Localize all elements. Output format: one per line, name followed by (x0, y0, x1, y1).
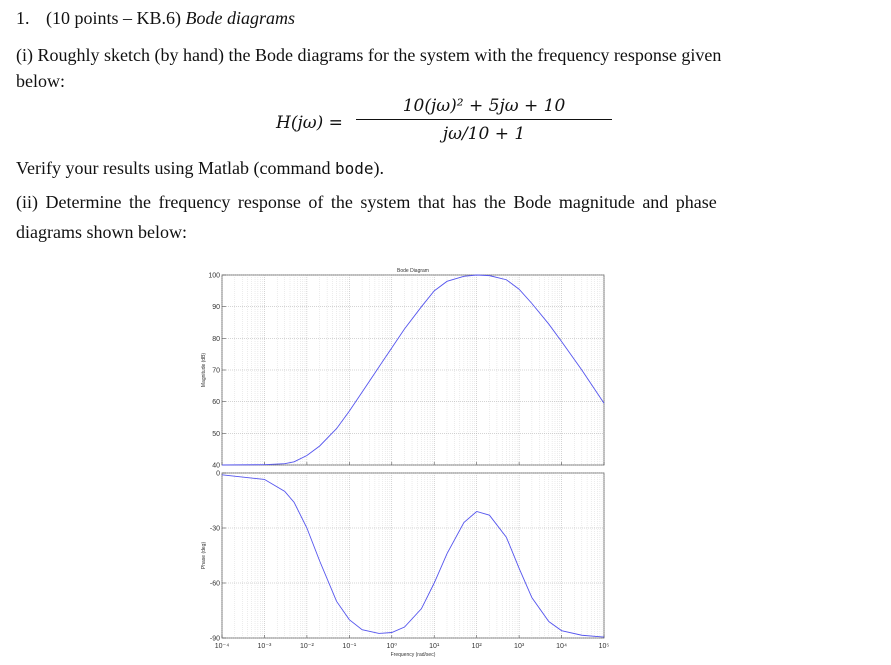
x-tick-label: 10¹ (429, 643, 440, 650)
problem-title: Bode diagrams (185, 8, 296, 28)
x-tick-label: 10⁴ (556, 643, 567, 650)
fraction-bar (356, 119, 612, 120)
x-tick-label: 10⁻³ (258, 643, 272, 650)
magnitude-y-tick-label: 60 (212, 399, 220, 406)
verify-instruction: Verify your results using Matlab (comman… (16, 157, 384, 180)
chart-title: Bode Diagram (397, 268, 429, 274)
x-axis-label: Frequency (rad/sec) (391, 652, 436, 658)
x-tick-label: 10⁵ (599, 643, 610, 650)
equation-numerator: 10(jω)² + 5jω + 10 (402, 96, 566, 116)
magnitude-axis-label: Magnitude (dB) (201, 353, 207, 388)
problem-points: (10 points – KB.6) (46, 8, 181, 28)
equation-lhs: H(jω) = (276, 113, 343, 133)
magnitude-y-tick-label: 100 (208, 273, 220, 280)
magnitude-y-tick-label: 90 (212, 304, 220, 311)
x-tick-label: 10⁻⁴ (215, 643, 230, 650)
part-i-text-line1: (i) Roughly sketch (by hand) the Bode di… (16, 45, 722, 65)
part-i-text-line2: below: (16, 71, 65, 91)
x-tick-label: 10² (472, 643, 483, 650)
phase-y-tick-label: -60 (210, 581, 220, 588)
equation-denominator: jω/10 + 1 (442, 124, 526, 144)
magnitude-y-tick-label: 50 (212, 431, 220, 438)
x-tick-label: 10³ (514, 643, 525, 650)
magnitude-y-tick-label: 40 (212, 463, 220, 470)
matlab-command: bode (334, 159, 374, 178)
x-tick-label: 10⁰ (386, 642, 397, 650)
part-ii-text-line1: (ii) Determine the frequency response of… (16, 192, 717, 212)
phase-y-tick-label: -90 (210, 636, 220, 643)
phase-y-tick-label: 0 (216, 471, 220, 478)
phase-y-tick-label: -30 (210, 526, 220, 533)
problem-number: 1. (16, 8, 30, 28)
bode-diagram: Bode Diagram Frequency (rad/sec) Magnitu… (201, 268, 610, 658)
phase-axes-box (221, 472, 605, 639)
x-tick-label: 10⁻² (300, 643, 314, 650)
equation-fraction: 10(jω)² + 5jω + 10 jω/10 + 1 (356, 96, 612, 144)
part-ii-text-line2: diagrams shown below: (16, 222, 187, 242)
x-tick-label: 10⁻¹ (342, 643, 356, 650)
magnitude-y-tick-label: 70 (212, 368, 220, 375)
problem-heading: 1. (10 points – KB.6) Bode diagrams (16, 7, 295, 29)
magnitude-curve (221, 274, 605, 466)
verify-prefix: Verify your results using Matlab (comman… (16, 158, 335, 178)
phase-axis-label: Phase (deg) (201, 542, 207, 570)
phase-curve (221, 474, 605, 638)
magnitude-y-tick-label: 80 (212, 336, 220, 343)
verify-suffix: ). (373, 158, 384, 178)
